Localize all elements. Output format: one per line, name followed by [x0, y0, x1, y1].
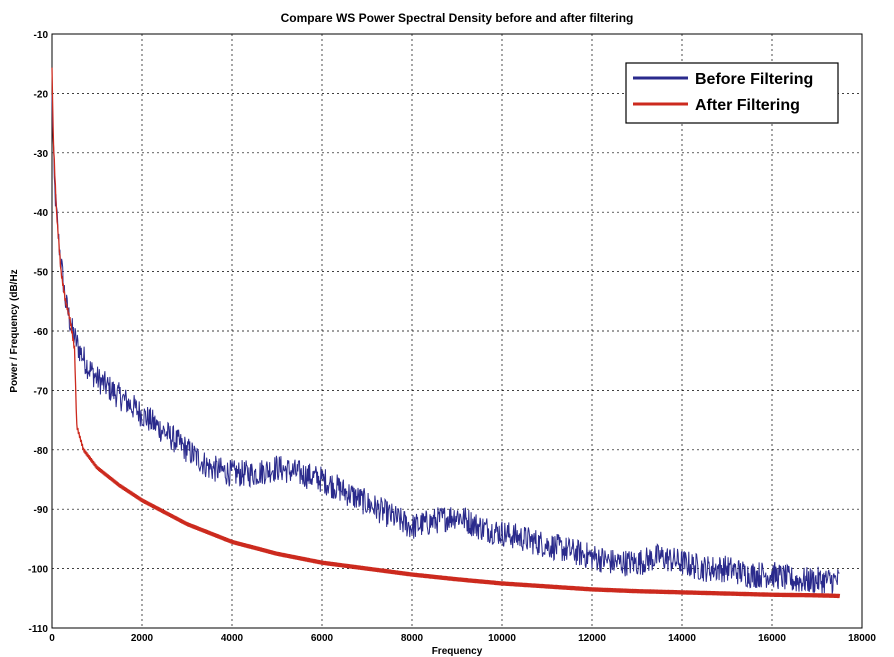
x-tick-label: 2000	[131, 633, 154, 644]
x-axis-label: Frequency	[432, 646, 483, 657]
x-tick-label: 4000	[221, 633, 244, 644]
legend-label-before: Before Filtering	[695, 71, 813, 88]
legend-box	[625, 62, 839, 124]
x-tick-label: 16000	[758, 633, 786, 644]
y-tick-label: -50	[34, 268, 49, 279]
y-tick-label: -70	[34, 386, 49, 397]
x-tick-label: 14000	[668, 633, 696, 644]
after-filtering-line	[51, 67, 841, 599]
y-tick-label: -30	[34, 149, 49, 160]
x-tick-label: 6000	[311, 633, 334, 644]
before-filtering-line	[51, 95, 840, 595]
legend: Before Filtering After Filtering	[625, 62, 839, 124]
x-tick-label: 12000	[578, 633, 606, 644]
y-tick-label: -10	[34, 30, 49, 41]
x-tick-label: 8000	[401, 633, 424, 644]
tick-labels: 0 2000 4000 6000 8000 10000 12000 14000 16000 180…	[28, 30, 876, 644]
y-tick-label: -90	[34, 505, 49, 516]
chart-title: Compare WS Power Spectral Density before…	[281, 11, 634, 25]
x-tick-label: 18000	[848, 633, 876, 644]
y-tick-label: -110	[29, 624, 49, 635]
x-tick-label: 0	[49, 633, 55, 644]
legend-label-after: After Filtering	[695, 97, 800, 114]
y-axis-label: Power / Frequency (dB/Hz	[9, 269, 20, 392]
x-tick-label: 10000	[488, 633, 516, 644]
grid-lines	[52, 34, 862, 628]
y-tick-label: -100	[28, 565, 48, 576]
series-layer	[51, 67, 841, 599]
y-tick-label: -80	[34, 446, 49, 457]
y-tick-label: -60	[34, 327, 49, 338]
y-tick-label: -20	[34, 89, 49, 100]
y-tick-label: -40	[34, 208, 49, 219]
